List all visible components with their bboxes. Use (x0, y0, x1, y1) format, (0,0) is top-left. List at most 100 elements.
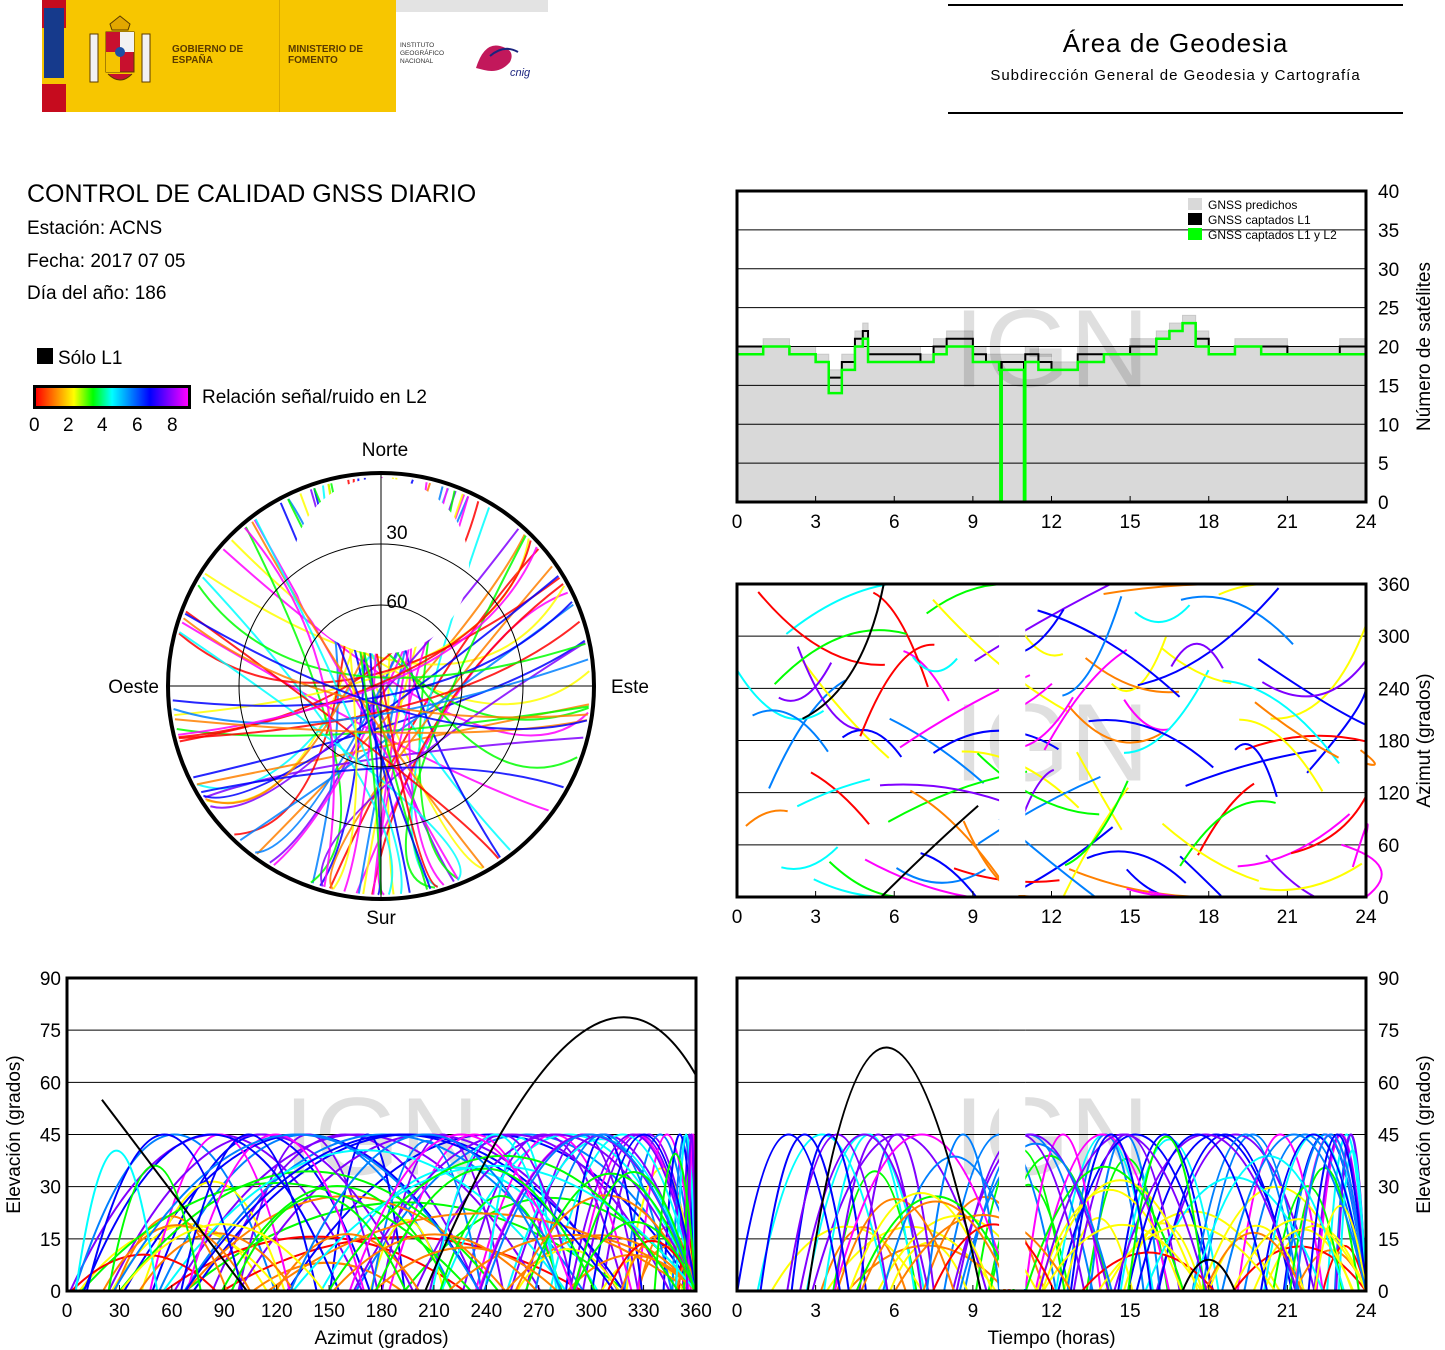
elev-az-track (352, 1133, 671, 1292)
coat-of-arms-icon (82, 14, 157, 98)
elev-time-track (1207, 1225, 1306, 1292)
x-tick-label: 15 (1120, 512, 1141, 533)
elev-az-track (140, 1180, 286, 1292)
elev-az-track (370, 1140, 483, 1292)
elev-time-track (1259, 1133, 1367, 1292)
y-tick-label: 25 (1378, 299, 1399, 320)
azimuth-track (912, 656, 958, 673)
sky-track (178, 620, 581, 740)
elev-az-track (414, 1133, 697, 1292)
elev-az-track (548, 1133, 697, 1292)
south-label: Sur (366, 908, 396, 929)
x-tick-label: 18 (1198, 512, 1219, 533)
x-tick-label: 21 (1277, 907, 1298, 928)
cnig-logo-icon: cnig (470, 38, 534, 80)
x-tick-label: 15 (1120, 907, 1141, 928)
elev-az-track (590, 1133, 697, 1292)
x-tick-label: 0 (732, 512, 743, 533)
azimuth-track (1123, 669, 1210, 754)
elev-az-track (516, 1248, 620, 1292)
y-tick-label: 20 (1378, 338, 1399, 359)
elev-az-track (120, 1223, 325, 1292)
x-tick-label: 150 (313, 1301, 345, 1322)
azimuth-track (1179, 800, 1276, 867)
y-tick-label: 15 (1378, 376, 1399, 397)
elev-time-track (848, 1192, 994, 1292)
y-tick-label: 90 (40, 969, 61, 990)
elev-az-track (114, 1215, 228, 1292)
azimuth-track (1359, 749, 1376, 766)
ign-watermark: IGN (954, 288, 1150, 411)
azimuth-track (962, 820, 1030, 898)
x-tick-label: 24 (1355, 907, 1377, 928)
azimuth-track (1170, 642, 1224, 669)
elev-az-track (74, 1149, 159, 1292)
azimuth-track (974, 583, 1112, 662)
azimuth-track (1290, 795, 1367, 855)
station-label: Estación: ACNS (27, 218, 163, 239)
azimuth-track (796, 778, 871, 808)
x-tick-label: 6 (889, 512, 900, 533)
azimuth-track (1062, 596, 1123, 697)
legend-swatch (1188, 198, 1202, 210)
azimuth-track (1239, 718, 1324, 792)
x-tick-label: 210 (418, 1301, 450, 1322)
azimuth-track (773, 629, 907, 685)
x-tick-label: 60 (161, 1301, 182, 1322)
azimuth-track (785, 583, 890, 635)
snr-tick: 6 (132, 415, 143, 436)
azimuth-track (752, 709, 829, 753)
elev-az-track (675, 1133, 697, 1292)
x-tick-label: 18 (1198, 1301, 1219, 1322)
elev-az-track (186, 1133, 365, 1292)
y-tick-label: 45 (1378, 1126, 1399, 1147)
elev-time-track (1236, 1133, 1324, 1292)
elev-az-track (107, 1164, 202, 1292)
azimuth-track (1160, 646, 1232, 685)
azimuth-track (1137, 587, 1280, 687)
azimuth-track (810, 771, 870, 825)
x-tick-label: 120 (261, 1301, 293, 1322)
snr-tick: 2 (63, 415, 74, 436)
skyplot-frame (166, 471, 596, 901)
azimuth-track (736, 669, 825, 721)
azimuth-track (864, 858, 970, 898)
y-tick-label: 75 (1378, 1021, 1399, 1042)
elev-az-track (380, 1133, 505, 1292)
x-tick-label: 0 (732, 907, 743, 928)
sky-track (204, 572, 566, 666)
azimuth-track (976, 752, 1100, 816)
elev-time-track (759, 1133, 850, 1292)
azimuth-track (757, 591, 885, 666)
elev-time-track (834, 1133, 923, 1292)
y-tick-label: 120 (1378, 784, 1410, 805)
y-tick-label: 60 (40, 1073, 61, 1094)
azimuth-track (1234, 743, 1278, 798)
y-tick-label: 60 (1378, 836, 1399, 857)
doy-label: Día del año: 186 (27, 283, 167, 304)
sky-track (197, 584, 586, 679)
snr-tick: 4 (97, 415, 108, 436)
elev-time-track (1135, 1133, 1297, 1292)
legend-label: GNSS captados L1 y L2 (1208, 228, 1337, 242)
l1-only-track (880, 804, 979, 898)
azimuth-track (1270, 624, 1367, 720)
azimuth-track (1015, 826, 1114, 893)
elev-time-track (1119, 1138, 1220, 1292)
azimuth-track (1197, 782, 1255, 856)
x-tick-label: 18 (1198, 907, 1219, 928)
date-label: Fecha: 2017 07 05 (27, 251, 186, 272)
elev-az-track (82, 1133, 340, 1292)
y-tick-label: 35 (1378, 221, 1399, 242)
elev-az-track (572, 1171, 696, 1292)
sky-track (177, 546, 538, 736)
cnig-text: cnig (510, 67, 531, 79)
y-tick-label: 15 (1378, 1230, 1399, 1251)
ign-watermark: IGN (954, 682, 1150, 805)
azimuth-track (1222, 679, 1340, 765)
azimuth-track (1134, 604, 1191, 624)
l1l2-series-line (737, 321, 1366, 504)
y-tick-label: 30 (1378, 260, 1399, 281)
elev-time-track (1042, 1224, 1203, 1292)
elev-az-track (374, 1167, 596, 1292)
